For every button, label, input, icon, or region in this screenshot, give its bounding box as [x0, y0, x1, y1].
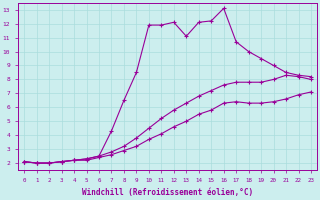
X-axis label: Windchill (Refroidissement éolien,°C): Windchill (Refroidissement éolien,°C) [82, 188, 253, 197]
